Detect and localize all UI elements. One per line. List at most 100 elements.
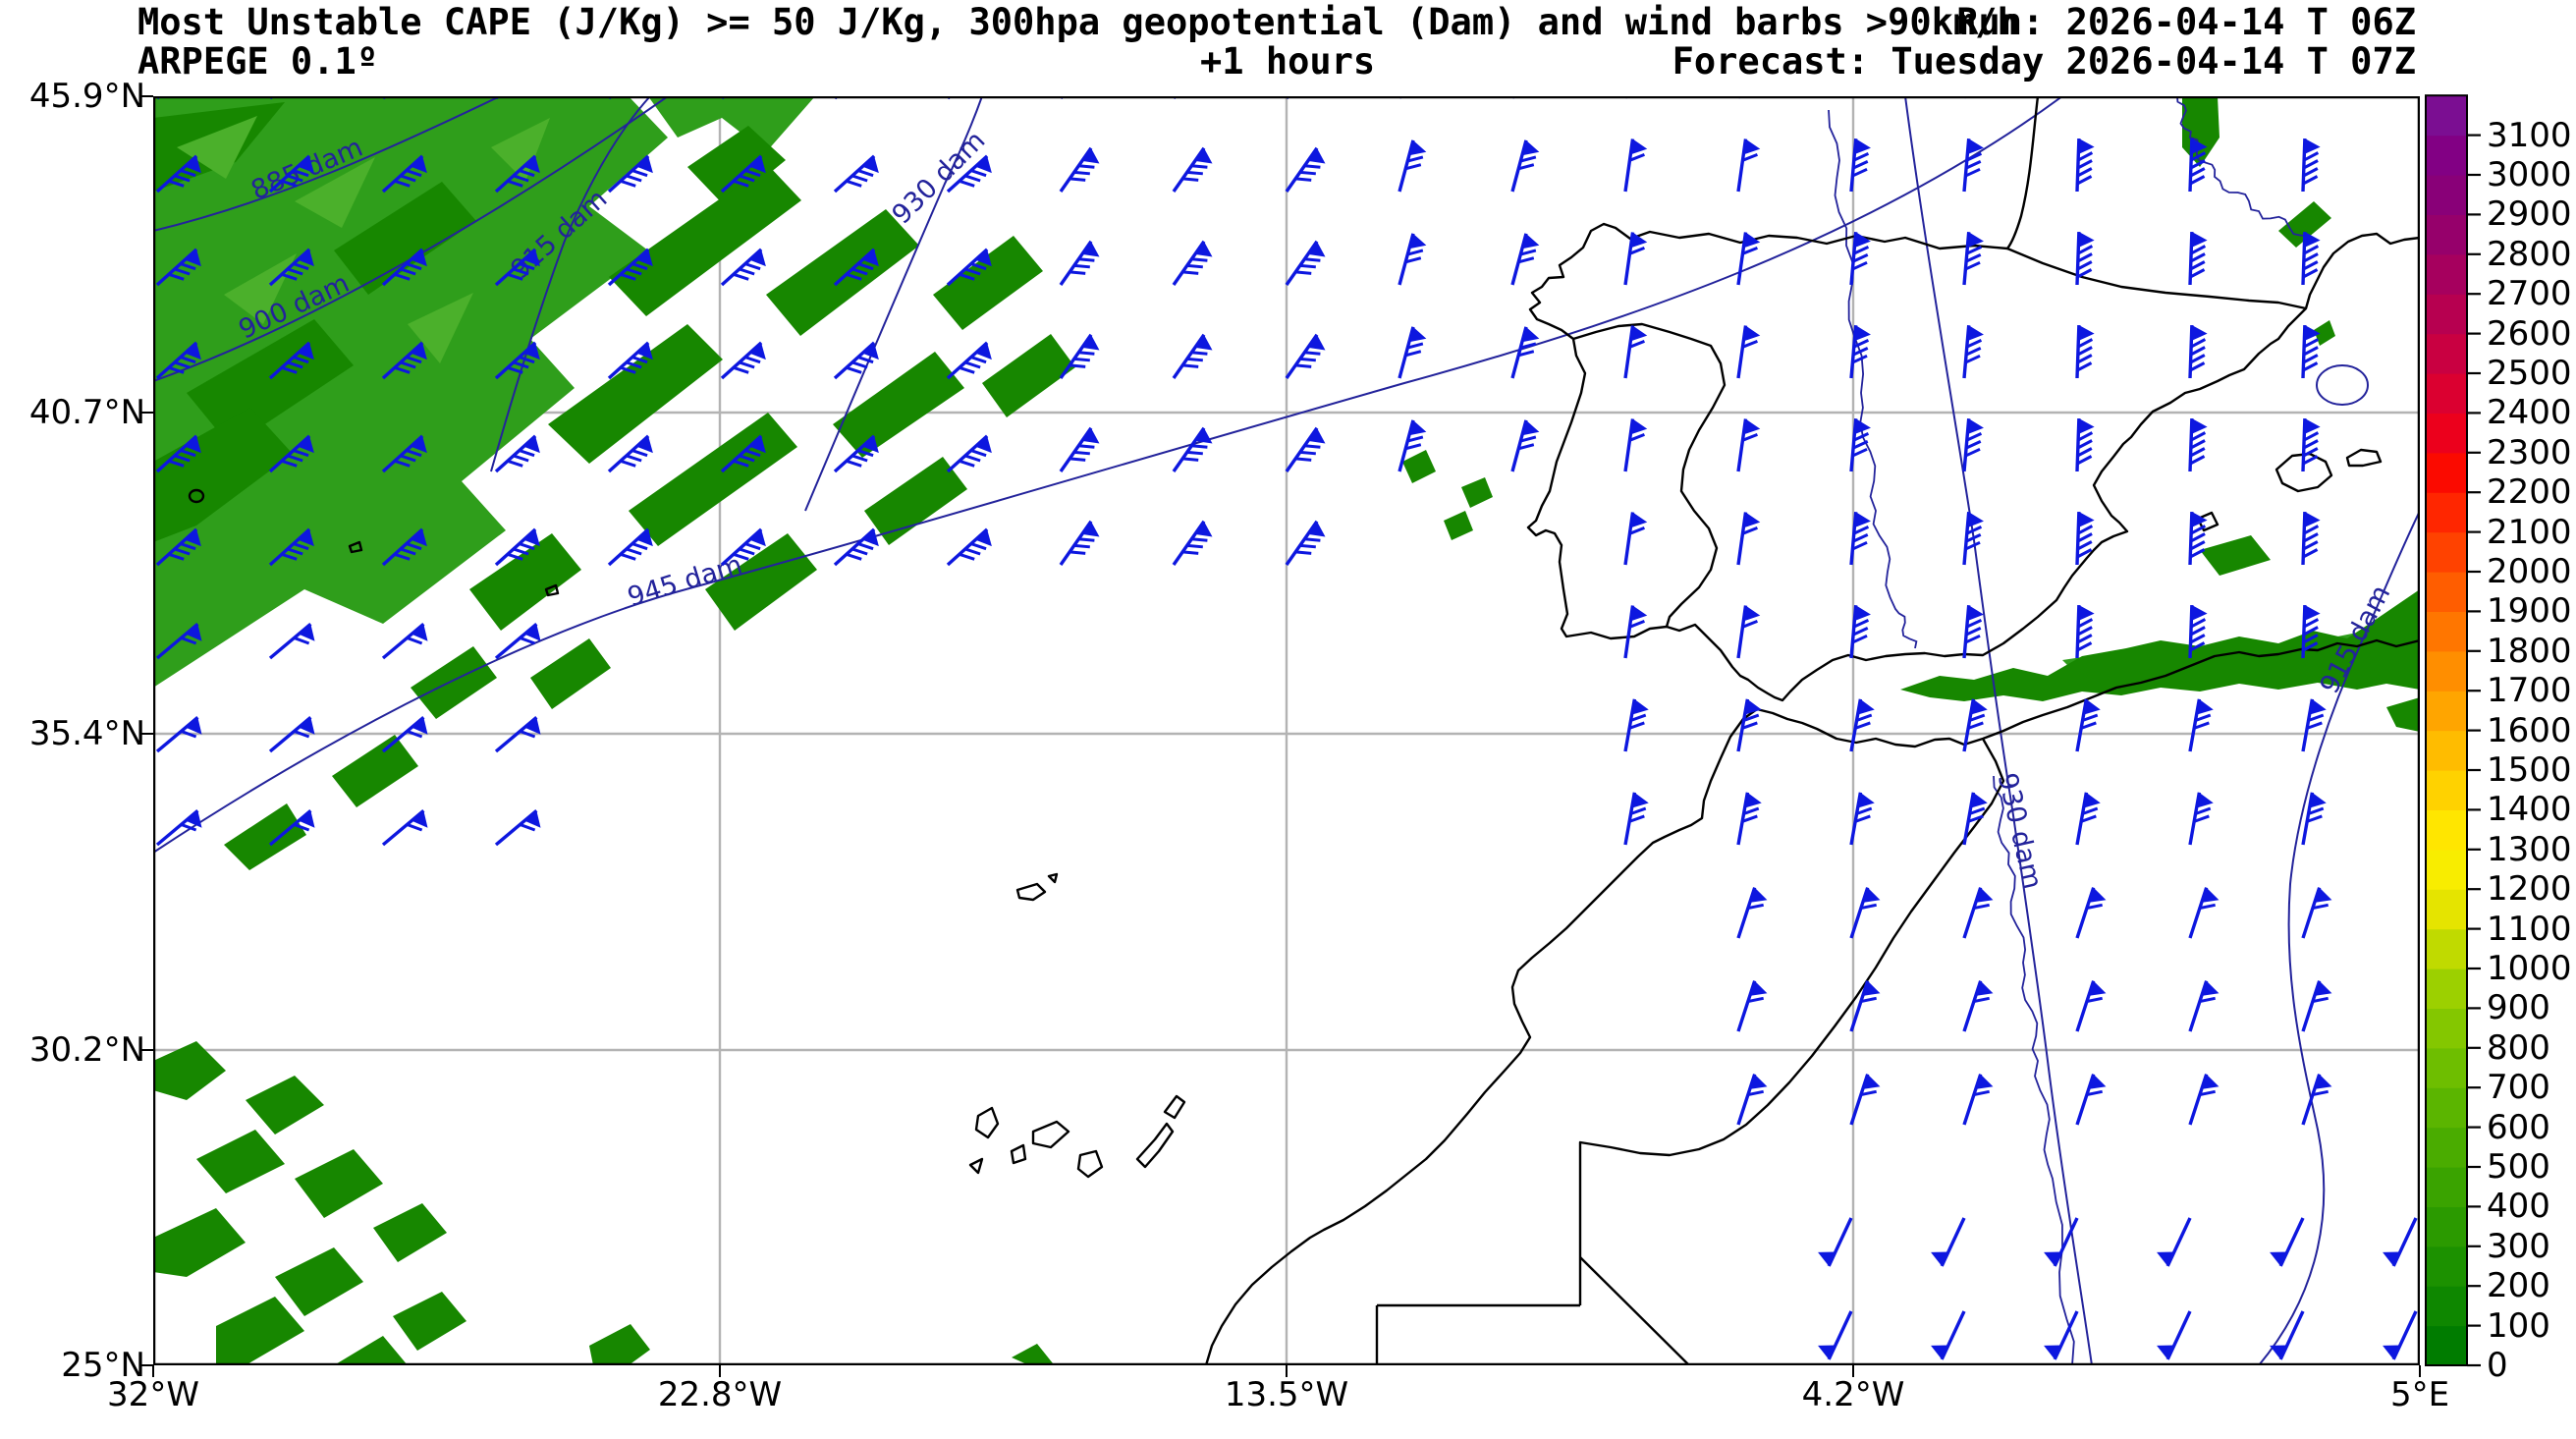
wind-barb [833, 341, 879, 380]
wind-barb [1172, 146, 1213, 193]
wind-barb [1849, 1074, 1881, 1126]
wind-barb [2188, 138, 2208, 193]
wind-barb [494, 154, 540, 194]
wind-barb [1059, 426, 1100, 472]
wind-barb [381, 434, 427, 473]
wind-barb [833, 434, 879, 473]
wind-barb [1172, 333, 1213, 379]
wind-barb [2301, 792, 2327, 846]
wind-barb [1962, 1074, 1994, 1126]
colorbar-cell [2426, 294, 2467, 335]
wind-barb [494, 715, 541, 753]
geopotential-contour [490, 96, 651, 472]
y-axis-tick [141, 1364, 153, 1367]
x-axis-tick [1852, 1365, 1855, 1377]
wind-barb [155, 808, 202, 847]
colorbar-tick-label: 1400 [2487, 790, 2572, 830]
wind-barb [2188, 604, 2208, 659]
wind-barb [2075, 887, 2107, 939]
wind-barb [2075, 698, 2101, 752]
colorbar-cell [2426, 413, 2467, 454]
wind-barb [1931, 1310, 1966, 1360]
wind-barb [833, 154, 879, 194]
wind-barb [1623, 138, 1648, 193]
cape-region [153, 96, 668, 688]
cape-region [275, 1247, 363, 1316]
wind-barb [1849, 605, 1871, 659]
wind-barb [2075, 511, 2095, 566]
wind-barb [2044, 1217, 2079, 1267]
wind-barb [2075, 792, 2101, 846]
wind-barb [2075, 417, 2095, 472]
cape-region [153, 1208, 246, 1277]
wind-barb [1059, 146, 1100, 193]
wind-barb [607, 341, 653, 380]
wind-barb [1059, 333, 1100, 379]
wind-barb [1849, 698, 1875, 752]
y-axis-tick [141, 412, 153, 415]
wind-barb [1962, 138, 1984, 193]
x-axis-tick [152, 1365, 155, 1377]
wind-barb [1736, 698, 1762, 752]
cape-region [1402, 450, 1436, 483]
wind-barb [946, 434, 992, 473]
wind-barb [155, 341, 201, 380]
wind-barb [833, 248, 879, 287]
wind-barb [720, 248, 766, 287]
colorbar-cell [2426, 1047, 2467, 1088]
cape-region [224, 803, 306, 870]
wind-barb [381, 248, 427, 287]
y-axis-label: 45.9°N [28, 77, 145, 116]
wind-barb [268, 622, 315, 660]
cape-region [530, 638, 611, 709]
x-axis-label: 22.8°W [657, 1375, 783, 1414]
cape-region [589, 1324, 650, 1365]
wind-barb [1285, 240, 1326, 286]
cape-region [687, 126, 786, 208]
wind-barb [1962, 792, 1988, 846]
cape-region [295, 1149, 383, 1218]
colorbar-tick-label: 500 [2487, 1147, 2550, 1187]
wind-barb [381, 715, 428, 753]
wind-barb [1510, 326, 1540, 379]
forecast-step: +1 hours [1200, 40, 1376, 83]
cape-region [295, 157, 375, 228]
colorbar-tick-label: 1900 [2487, 591, 2572, 632]
coastline [1047, 872, 1059, 884]
colorbar-tick-label: 2000 [2487, 552, 2572, 591]
wind-barb [2188, 1074, 2220, 1126]
coastline [1572, 322, 1726, 628]
colorbar-tick-label: 3100 [2487, 115, 2572, 155]
wind-barb [268, 715, 315, 753]
wind-barb [1818, 1310, 1853, 1360]
wind-barb [1510, 419, 1540, 472]
colorbar-tick-label: 100 [2487, 1305, 2550, 1346]
wind-barb [946, 248, 992, 287]
cape-region [609, 165, 801, 316]
colorbar-cell [2426, 770, 2467, 810]
cape-region [196, 1130, 285, 1193]
wind-barb [1285, 333, 1326, 379]
wind-barb [2270, 1217, 2305, 1267]
wind-barb [155, 527, 201, 567]
wind-barb [1285, 520, 1326, 566]
colorbar-tick-label: 2200 [2487, 472, 2572, 513]
coastline [1076, 1149, 1104, 1179]
x-axis-label: 32°W [107, 1375, 199, 1414]
wind-barb [1285, 426, 1326, 472]
wind-barb [1962, 605, 1984, 659]
wind-barb [1736, 325, 1761, 379]
wind-barb [1962, 512, 1984, 566]
colorbar-tick-label: 0 [2487, 1346, 2508, 1385]
colorbar-cell [2426, 611, 2467, 652]
wind-barb [2188, 324, 2208, 379]
wind-barb [268, 434, 314, 473]
wind-barb [1736, 138, 1761, 193]
wind-barb [1849, 980, 1881, 1032]
wind-barb [2188, 887, 2220, 939]
wind-barb [381, 341, 427, 380]
x-axis-label: 4.2°W [1801, 1375, 1905, 1414]
coastline [2006, 247, 2307, 310]
colorbar-tick-label: 2300 [2487, 432, 2572, 472]
wind-barb [2383, 1310, 2418, 1360]
